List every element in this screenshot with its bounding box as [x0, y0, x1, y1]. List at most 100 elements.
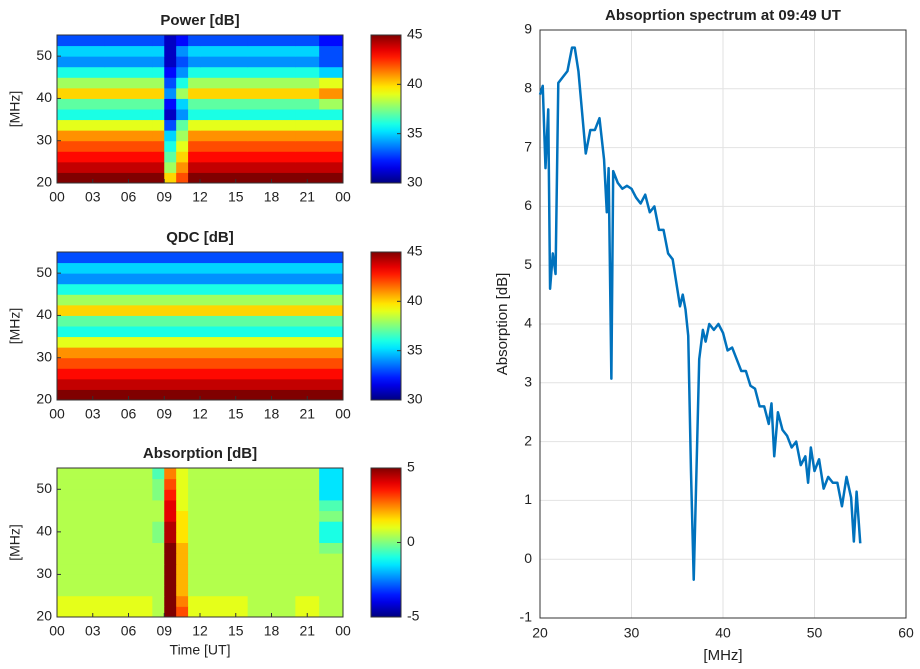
heat-cell: [104, 531, 153, 543]
y-tick-label: -1: [520, 609, 533, 625]
heat-cell: [57, 478, 106, 490]
heat-cell: [164, 585, 177, 597]
x-tick-label: 50: [807, 625, 823, 641]
x-tick-label: 40: [715, 625, 731, 641]
heat-cell: [200, 66, 249, 78]
heat-cell: [104, 553, 153, 565]
heat-cell: [295, 119, 320, 131]
heat-cell: [57, 315, 344, 327]
heat-cell: [176, 98, 189, 110]
heat-cell: [247, 553, 296, 565]
y-tick-label: 40: [36, 89, 52, 105]
heat-cell: [200, 563, 249, 575]
heat-cell: [188, 510, 201, 522]
heat-cell: [57, 574, 106, 586]
x-tick-label: 30: [624, 625, 640, 641]
heat-cell: [176, 56, 189, 68]
heat-cell: [247, 563, 296, 575]
heat-cell: [152, 499, 165, 512]
heat-cell: [295, 553, 320, 565]
heat-cell: [57, 98, 106, 110]
heat-cell: [164, 87, 177, 99]
heat-cell: [164, 119, 177, 131]
heat-cell: [104, 119, 153, 131]
heat-cell: [188, 574, 201, 586]
heat-cell: [319, 606, 344, 618]
heat-cell: [57, 510, 106, 522]
heat-cell: [152, 87, 165, 99]
heat-cell: [188, 521, 201, 533]
heat-cell: [104, 585, 153, 597]
x-tick-label: 00: [335, 189, 351, 205]
heat-cell: [57, 109, 106, 121]
heat-cell: [164, 563, 177, 575]
colorbar-tick-label: 30: [407, 174, 423, 190]
heat-cell: [104, 468, 153, 480]
heat-cell: [200, 585, 249, 597]
heat-cell: [176, 553, 189, 565]
heat-cell: [152, 542, 165, 554]
heat-cell: [176, 45, 189, 57]
heat-cell: [152, 45, 165, 57]
heat-cell: [57, 130, 106, 142]
heat-cell: [104, 140, 153, 152]
heat-cell: [152, 606, 165, 618]
x-tick-label: 09: [156, 189, 172, 205]
heat-cell: [247, 585, 296, 597]
heat-cell: [152, 574, 165, 586]
heat-cell: [152, 56, 165, 68]
heat-cell: [176, 66, 189, 78]
heat-cell: [247, 87, 296, 99]
y-tick-label: 2: [524, 432, 532, 448]
heat-cell: [247, 119, 296, 131]
y-tick-label: 40: [36, 306, 52, 322]
heat-cell: [295, 45, 320, 57]
heat-cell: [188, 119, 201, 131]
y-tick-label: 1: [524, 491, 532, 507]
heat-cell: [104, 77, 153, 89]
heat-cell: [200, 130, 249, 142]
heat-cell: [295, 140, 320, 152]
colorbar-tick-label: 45: [407, 26, 423, 42]
x-tick-label: 06: [121, 189, 137, 205]
heat-cell: [164, 45, 177, 57]
y-tick-label: 20: [36, 174, 52, 190]
heat-cell: [176, 595, 189, 607]
heat-cell: [164, 151, 177, 163]
heat-cell: [57, 499, 106, 512]
heat-cell: [247, 66, 296, 78]
y-tick-label: 9: [524, 21, 532, 37]
heat-cell: [319, 151, 344, 163]
heat-cell: [319, 542, 344, 554]
heat-cell: [176, 510, 189, 522]
heat-cell: [200, 542, 249, 554]
heat-cell: [295, 563, 320, 575]
heat-cell: [247, 531, 296, 543]
heat-cell: [104, 98, 153, 110]
heat-cell: [57, 304, 344, 316]
heat-cell: [247, 35, 296, 47]
heat-cell: [319, 119, 344, 131]
heat-cell: [164, 35, 177, 47]
x-tick-label: 15: [228, 406, 244, 422]
x-tick-label: 03: [85, 406, 101, 422]
heat-cell: [188, 553, 201, 565]
x-tick-label: 12: [192, 406, 208, 422]
heat-cell: [188, 109, 201, 121]
heat-cell: [188, 87, 201, 99]
heat-cell: [57, 563, 106, 575]
heat-cell: [164, 553, 177, 565]
heat-cell: [104, 478, 153, 490]
heat-cell: [247, 521, 296, 533]
heat-cell: [295, 87, 320, 99]
heat-cell: [104, 499, 153, 512]
heat-cell: [295, 468, 320, 480]
heat-cell: [247, 478, 296, 490]
heat-cell: [295, 521, 320, 533]
heat-cell: [247, 468, 296, 480]
heat-cell: [152, 489, 165, 501]
heat-cell: [57, 336, 344, 348]
heat-cell: [57, 531, 106, 543]
heat-cell: [319, 98, 344, 110]
heat-cell: [247, 109, 296, 121]
